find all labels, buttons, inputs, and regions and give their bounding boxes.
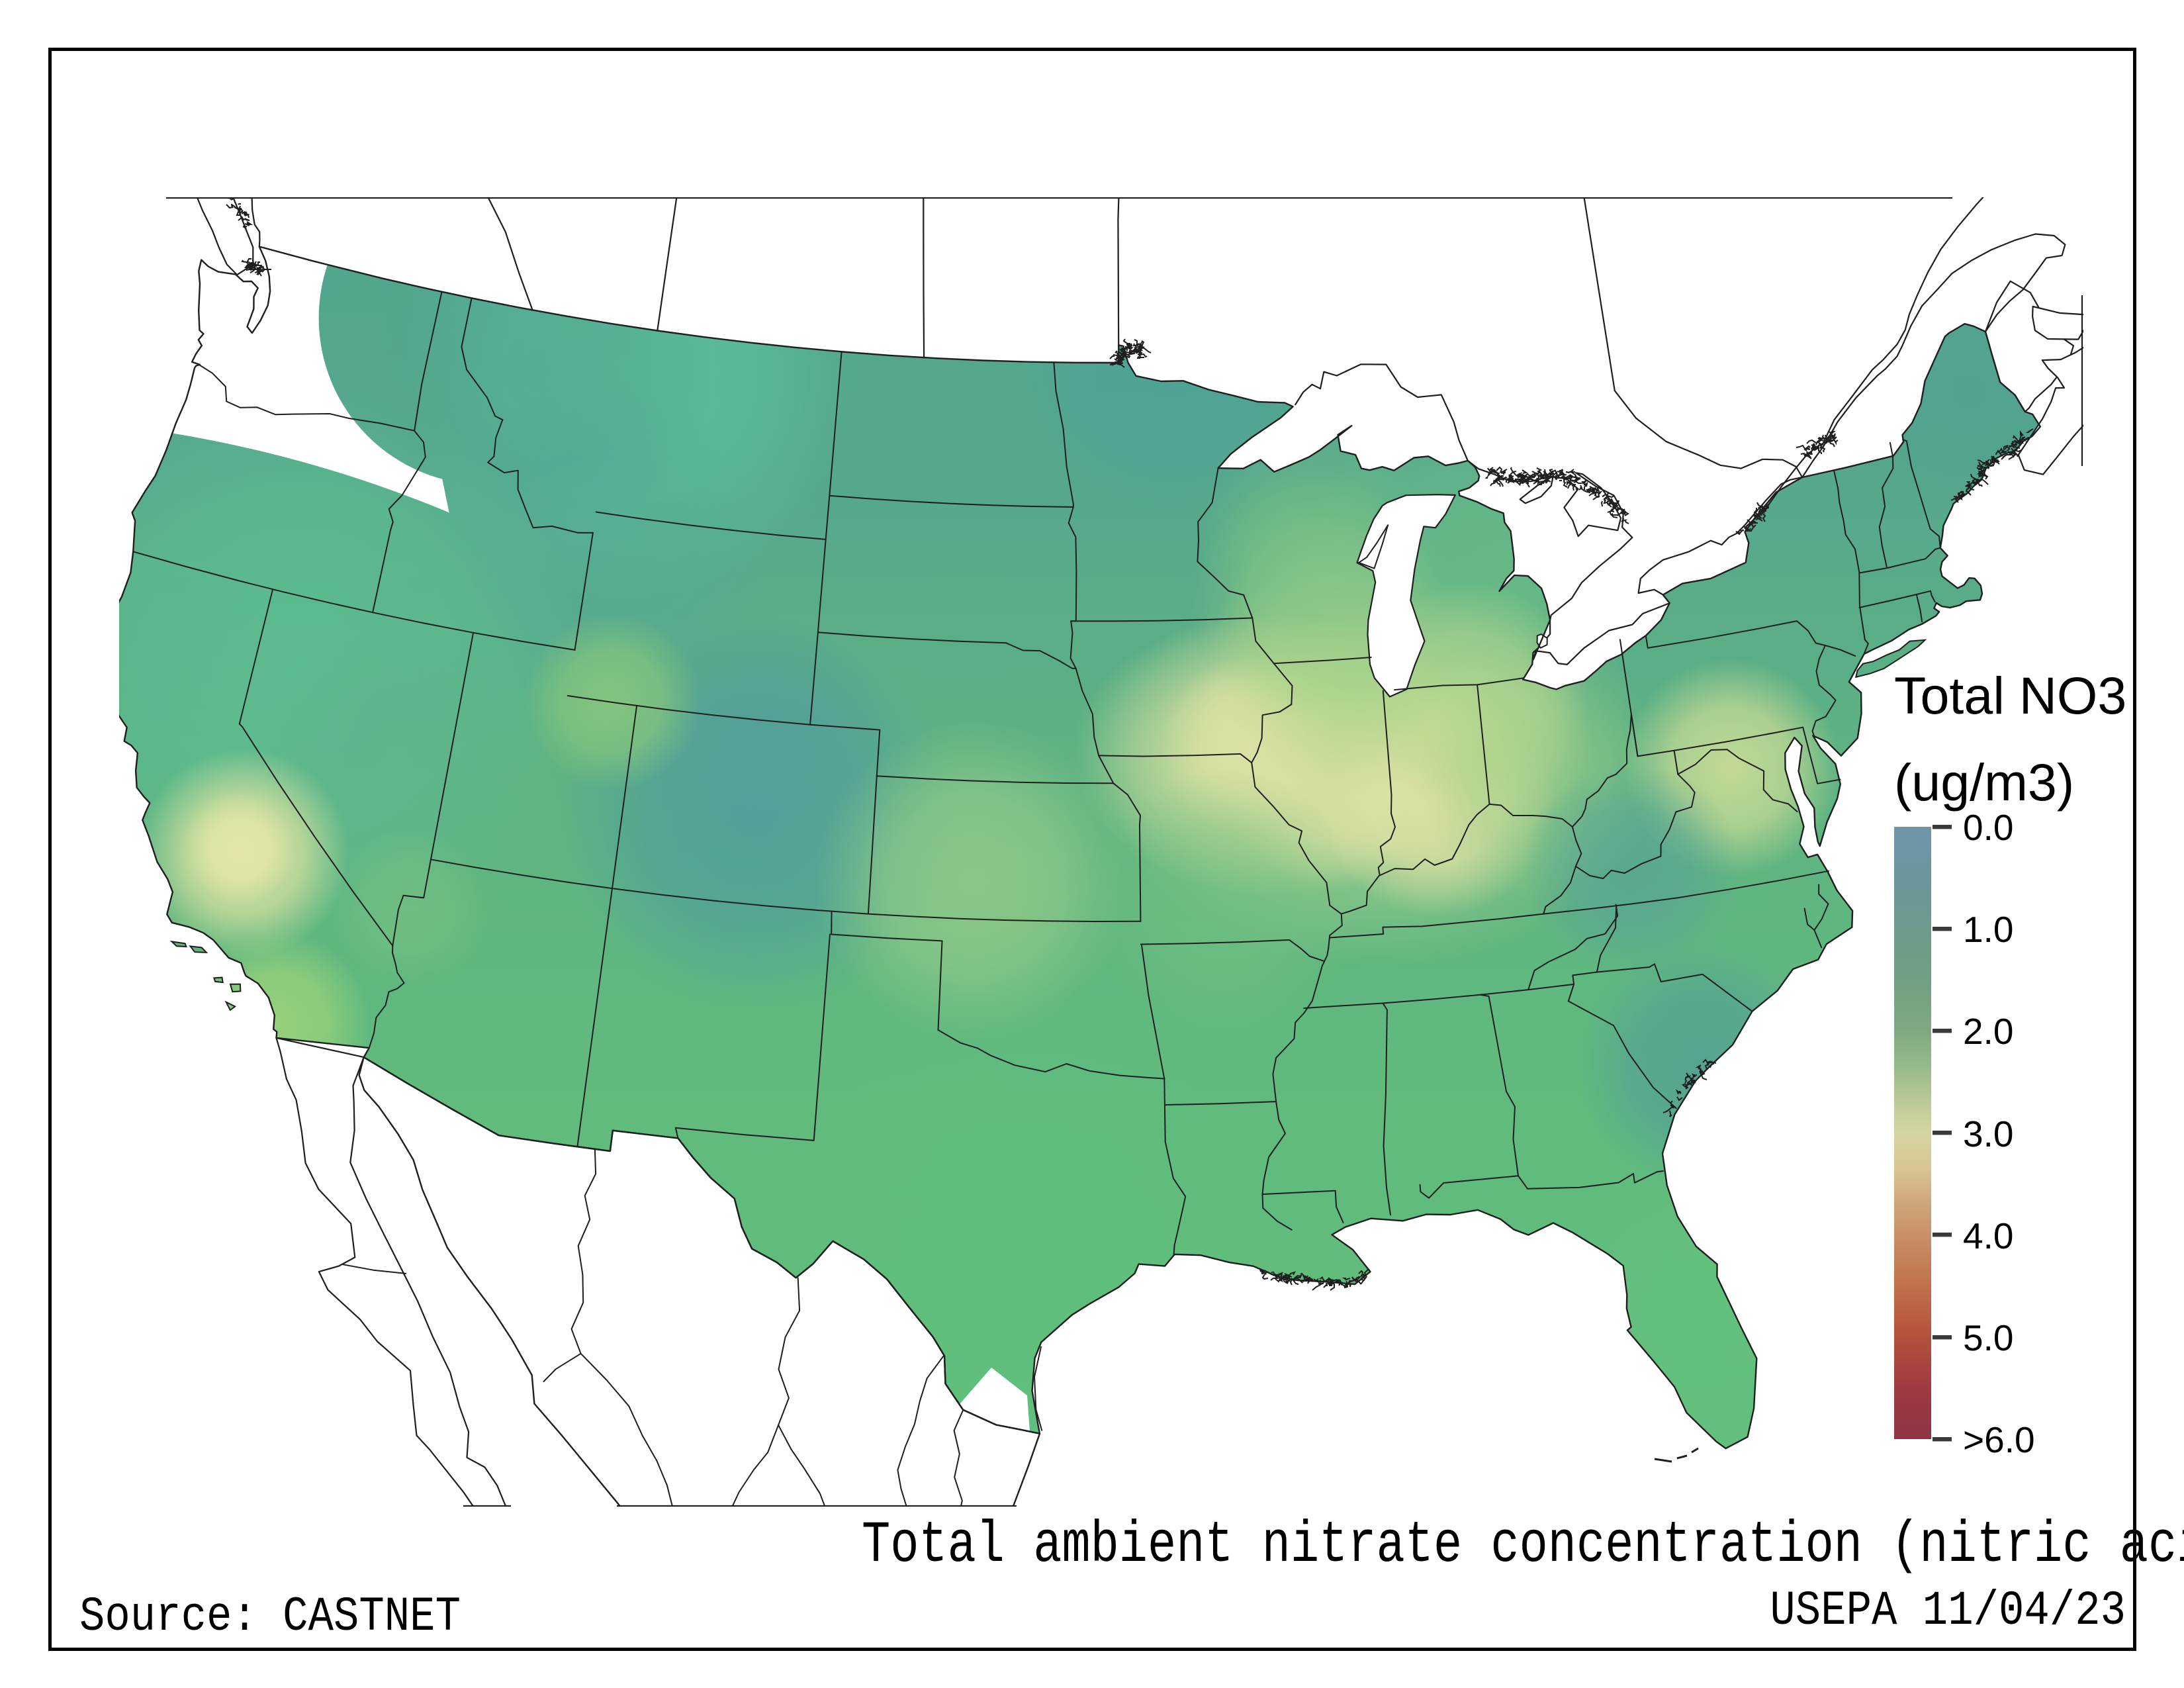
svg-text:2.0: 2.0	[1963, 1011, 2013, 1052]
svg-text:(ug/m3): (ug/m3)	[1894, 753, 2074, 812]
svg-text:0.0: 0.0	[1963, 807, 2013, 848]
svg-text:Total NO3: Total NO3	[1894, 666, 2126, 725]
svg-text:5.0: 5.0	[1963, 1317, 2013, 1358]
svg-text:3.0: 3.0	[1963, 1113, 2013, 1154]
svg-text:Source: CASTNET: Source: CASTNET	[79, 1589, 461, 1644]
svg-text:4.0: 4.0	[1963, 1215, 2013, 1256]
svg-text:>6.0: >6.0	[1963, 1419, 2035, 1460]
svg-text:USEPA 11/04/23: USEPA 11/04/23	[1770, 1583, 2126, 1638]
svg-text:Total ambient nitrate concentr: Total ambient nitrate concentration (nit…	[862, 1513, 2184, 1579]
svg-text:1.0: 1.0	[1963, 909, 2013, 950]
